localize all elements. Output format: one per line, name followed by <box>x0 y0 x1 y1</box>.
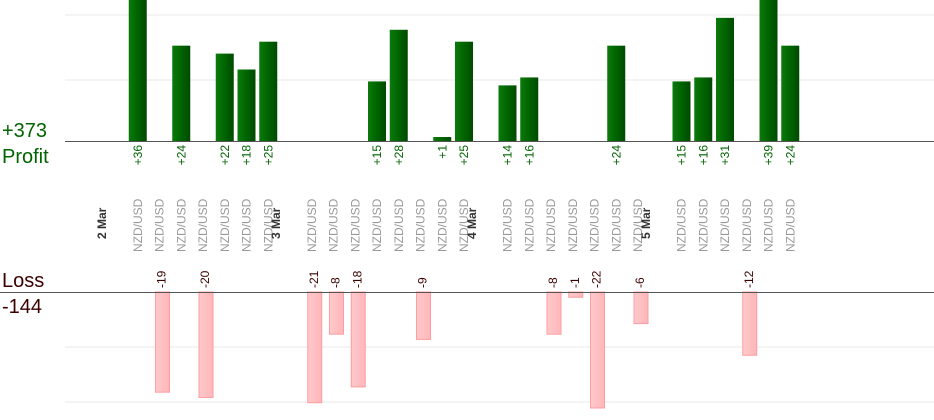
bar-labels: +36 NZD/USD -19 NZD/USD +24 NZD/USD -20 NZD/USD… <box>95 145 797 288</box>
profit-bar <box>498 85 517 141</box>
category-label: NZD/USD <box>696 198 710 252</box>
category-label: NZD/USD <box>240 198 254 252</box>
category-label: NZD/USD <box>174 198 188 252</box>
category-label: NZD/USD <box>588 198 602 252</box>
loss-bar <box>155 291 170 393</box>
profit-bar <box>389 29 408 141</box>
profit-bar <box>259 41 278 141</box>
loss-bar <box>416 291 431 340</box>
category-label: NZD/USD <box>501 198 515 252</box>
loss-value-label: -6 <box>633 277 647 288</box>
profit-value-label: +25 <box>261 145 275 166</box>
category-label: NZD/USD <box>370 198 384 252</box>
loss-bar <box>590 291 605 409</box>
loss-bar <box>198 291 214 398</box>
profit-bar <box>781 45 800 141</box>
profit-bar <box>694 77 713 141</box>
category-label: NZD/USD <box>740 198 754 252</box>
profit-bar <box>237 69 256 141</box>
category-label: NZD/USD <box>196 198 210 252</box>
category-label: NZD/USD <box>261 198 275 252</box>
profit-bar <box>607 45 626 141</box>
date-label: 2 Mar <box>95 207 109 239</box>
profit-bar <box>716 17 734 141</box>
profit-value-label: +28 <box>392 145 406 166</box>
loss-bars <box>155 291 758 409</box>
profit-value-label: +1 <box>435 145 449 159</box>
loss-label: Loss <box>2 270 44 292</box>
category-label: NZD/USD <box>783 198 797 252</box>
profit-value-label: +15 <box>370 145 384 166</box>
category-label: NZD/USD <box>305 198 319 252</box>
loss-value-label: -12 <box>742 270 756 288</box>
date-label: 3 Mar <box>269 207 283 239</box>
category-label: NZD/USD <box>544 198 558 252</box>
date-label: 4 Mar <box>465 207 479 239</box>
category-label: NZD/USD <box>457 198 471 252</box>
date-label: 5 Mar <box>639 207 653 239</box>
profit-bar <box>433 137 452 141</box>
profit-bar <box>215 53 234 141</box>
profit-bar <box>128 0 147 141</box>
profit-value-label: +36 <box>131 145 145 166</box>
category-label: NZD/USD <box>762 198 776 252</box>
category-label: NZD/USD <box>414 198 428 252</box>
profit-value-label: +15 <box>675 145 689 166</box>
loss-bar <box>350 291 366 388</box>
loss-value-label: -22 <box>590 270 604 288</box>
profit-bar <box>368 81 386 141</box>
category-label: NZD/USD <box>153 198 167 252</box>
category-label: NZD/USD <box>348 198 362 252</box>
axes <box>0 141 934 293</box>
profit-value-label: +22 <box>218 145 232 166</box>
loss-bar <box>546 291 562 335</box>
category-label: NZD/USD <box>218 198 232 252</box>
category-label: NZD/USD <box>392 198 406 252</box>
profit-value-label: +16 <box>522 145 536 166</box>
loss-value-label: -21 <box>307 270 321 288</box>
profit-value-label: +24 <box>609 145 623 166</box>
loss-value-label: -8 <box>329 277 343 288</box>
loss-value-label: -20 <box>198 270 212 288</box>
profit-value-label: +25 <box>457 145 471 166</box>
loss-bar <box>307 291 323 404</box>
loss-bar <box>329 291 344 335</box>
category-label: NZD/USD <box>609 198 623 252</box>
profit-value-label: +31 <box>718 145 732 166</box>
profit-value-label: +18 <box>240 145 254 166</box>
profit-value-label: +16 <box>696 145 710 166</box>
loss-bar <box>742 291 758 356</box>
profit-label: Profit <box>2 146 49 168</box>
category-label: NZD/USD <box>675 198 689 252</box>
loss-value-label: -18 <box>350 270 364 288</box>
profit-value-label: +14 <box>501 145 515 166</box>
category-label: NZD/USD <box>718 198 732 252</box>
profit-value-label: +39 <box>762 145 776 166</box>
category-label: NZD/USD <box>566 198 580 252</box>
category-label: NZD/USD <box>435 198 449 252</box>
profit-bar <box>672 81 691 141</box>
category-label: NZD/USD <box>631 198 645 252</box>
category-label: NZD/USD <box>131 198 145 252</box>
profit-bars <box>128 0 800 142</box>
category-label: NZD/USD <box>327 198 341 252</box>
profit-bar <box>759 0 778 142</box>
profit-bar <box>172 45 191 141</box>
category-label: NZD/USD <box>522 198 536 252</box>
loss-total: -144 <box>2 296 42 318</box>
loss-value-label: -9 <box>416 277 430 288</box>
loss-value-label: -19 <box>155 270 169 288</box>
profit-value-label: +24 <box>174 145 188 166</box>
loss-value-label: -1 <box>568 277 582 288</box>
profit-bar <box>520 77 539 141</box>
loss-value-label: -8 <box>546 277 560 288</box>
profit-total: +373 <box>2 120 47 142</box>
profit-value-label: +24 <box>783 145 797 166</box>
profit-bar <box>455 41 473 141</box>
loss-bar <box>633 291 649 325</box>
